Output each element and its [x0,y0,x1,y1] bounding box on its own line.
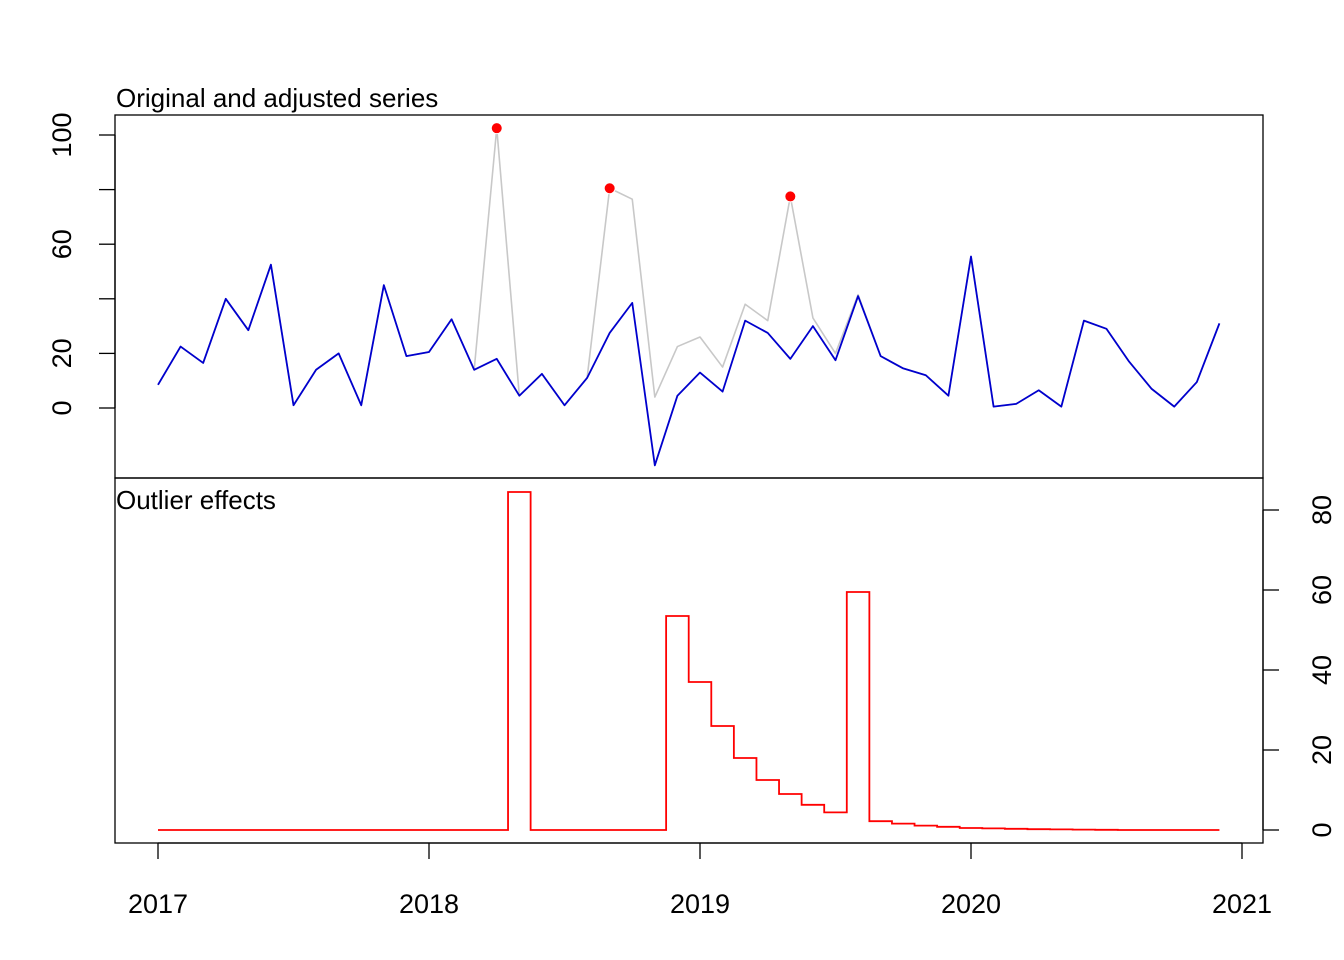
x-axis: 2017 2018 2019 2020 2021 [128,842,1272,919]
top-y-tick-label: 20 [47,338,77,368]
bottom-y-axis: 0 20 40 60 80 [1262,495,1337,838]
top-y-axis: 0 20 60 100 [47,112,116,416]
outlier-point [603,182,616,195]
top-y-tick-label: 60 [47,229,77,259]
bottom-plot-area [158,491,1220,831]
x-tick-label: 2018 [399,889,459,919]
bottom-panel-title: Outlier effects [116,485,276,515]
outlier-point [784,190,797,203]
x-tick-label: 2017 [128,889,188,919]
bottom-y-tick-label: 80 [1307,495,1337,525]
outlier-effects-step-line [158,491,1220,831]
bottom-y-tick-label: 40 [1307,655,1337,685]
x-tick-label: 2021 [1212,889,1272,919]
bottom-y-tick-label: 60 [1307,575,1337,605]
top-panel-frame [114,114,1264,479]
original-series-line [157,127,1221,408]
outlier-point [490,122,503,135]
x-tick-label: 2020 [941,889,1001,919]
x-tick-label: 2019 [670,889,730,919]
adjusted-series-line [157,255,1221,467]
top-y-tick-label: 100 [47,112,77,157]
top-y-tick-label: 0 [47,400,77,415]
bottom-y-tick-label: 20 [1307,735,1337,765]
bottom-y-tick-label: 0 [1307,822,1337,837]
top-plot-area [157,122,1221,467]
top-panel-title: Original and adjusted series [116,83,438,113]
